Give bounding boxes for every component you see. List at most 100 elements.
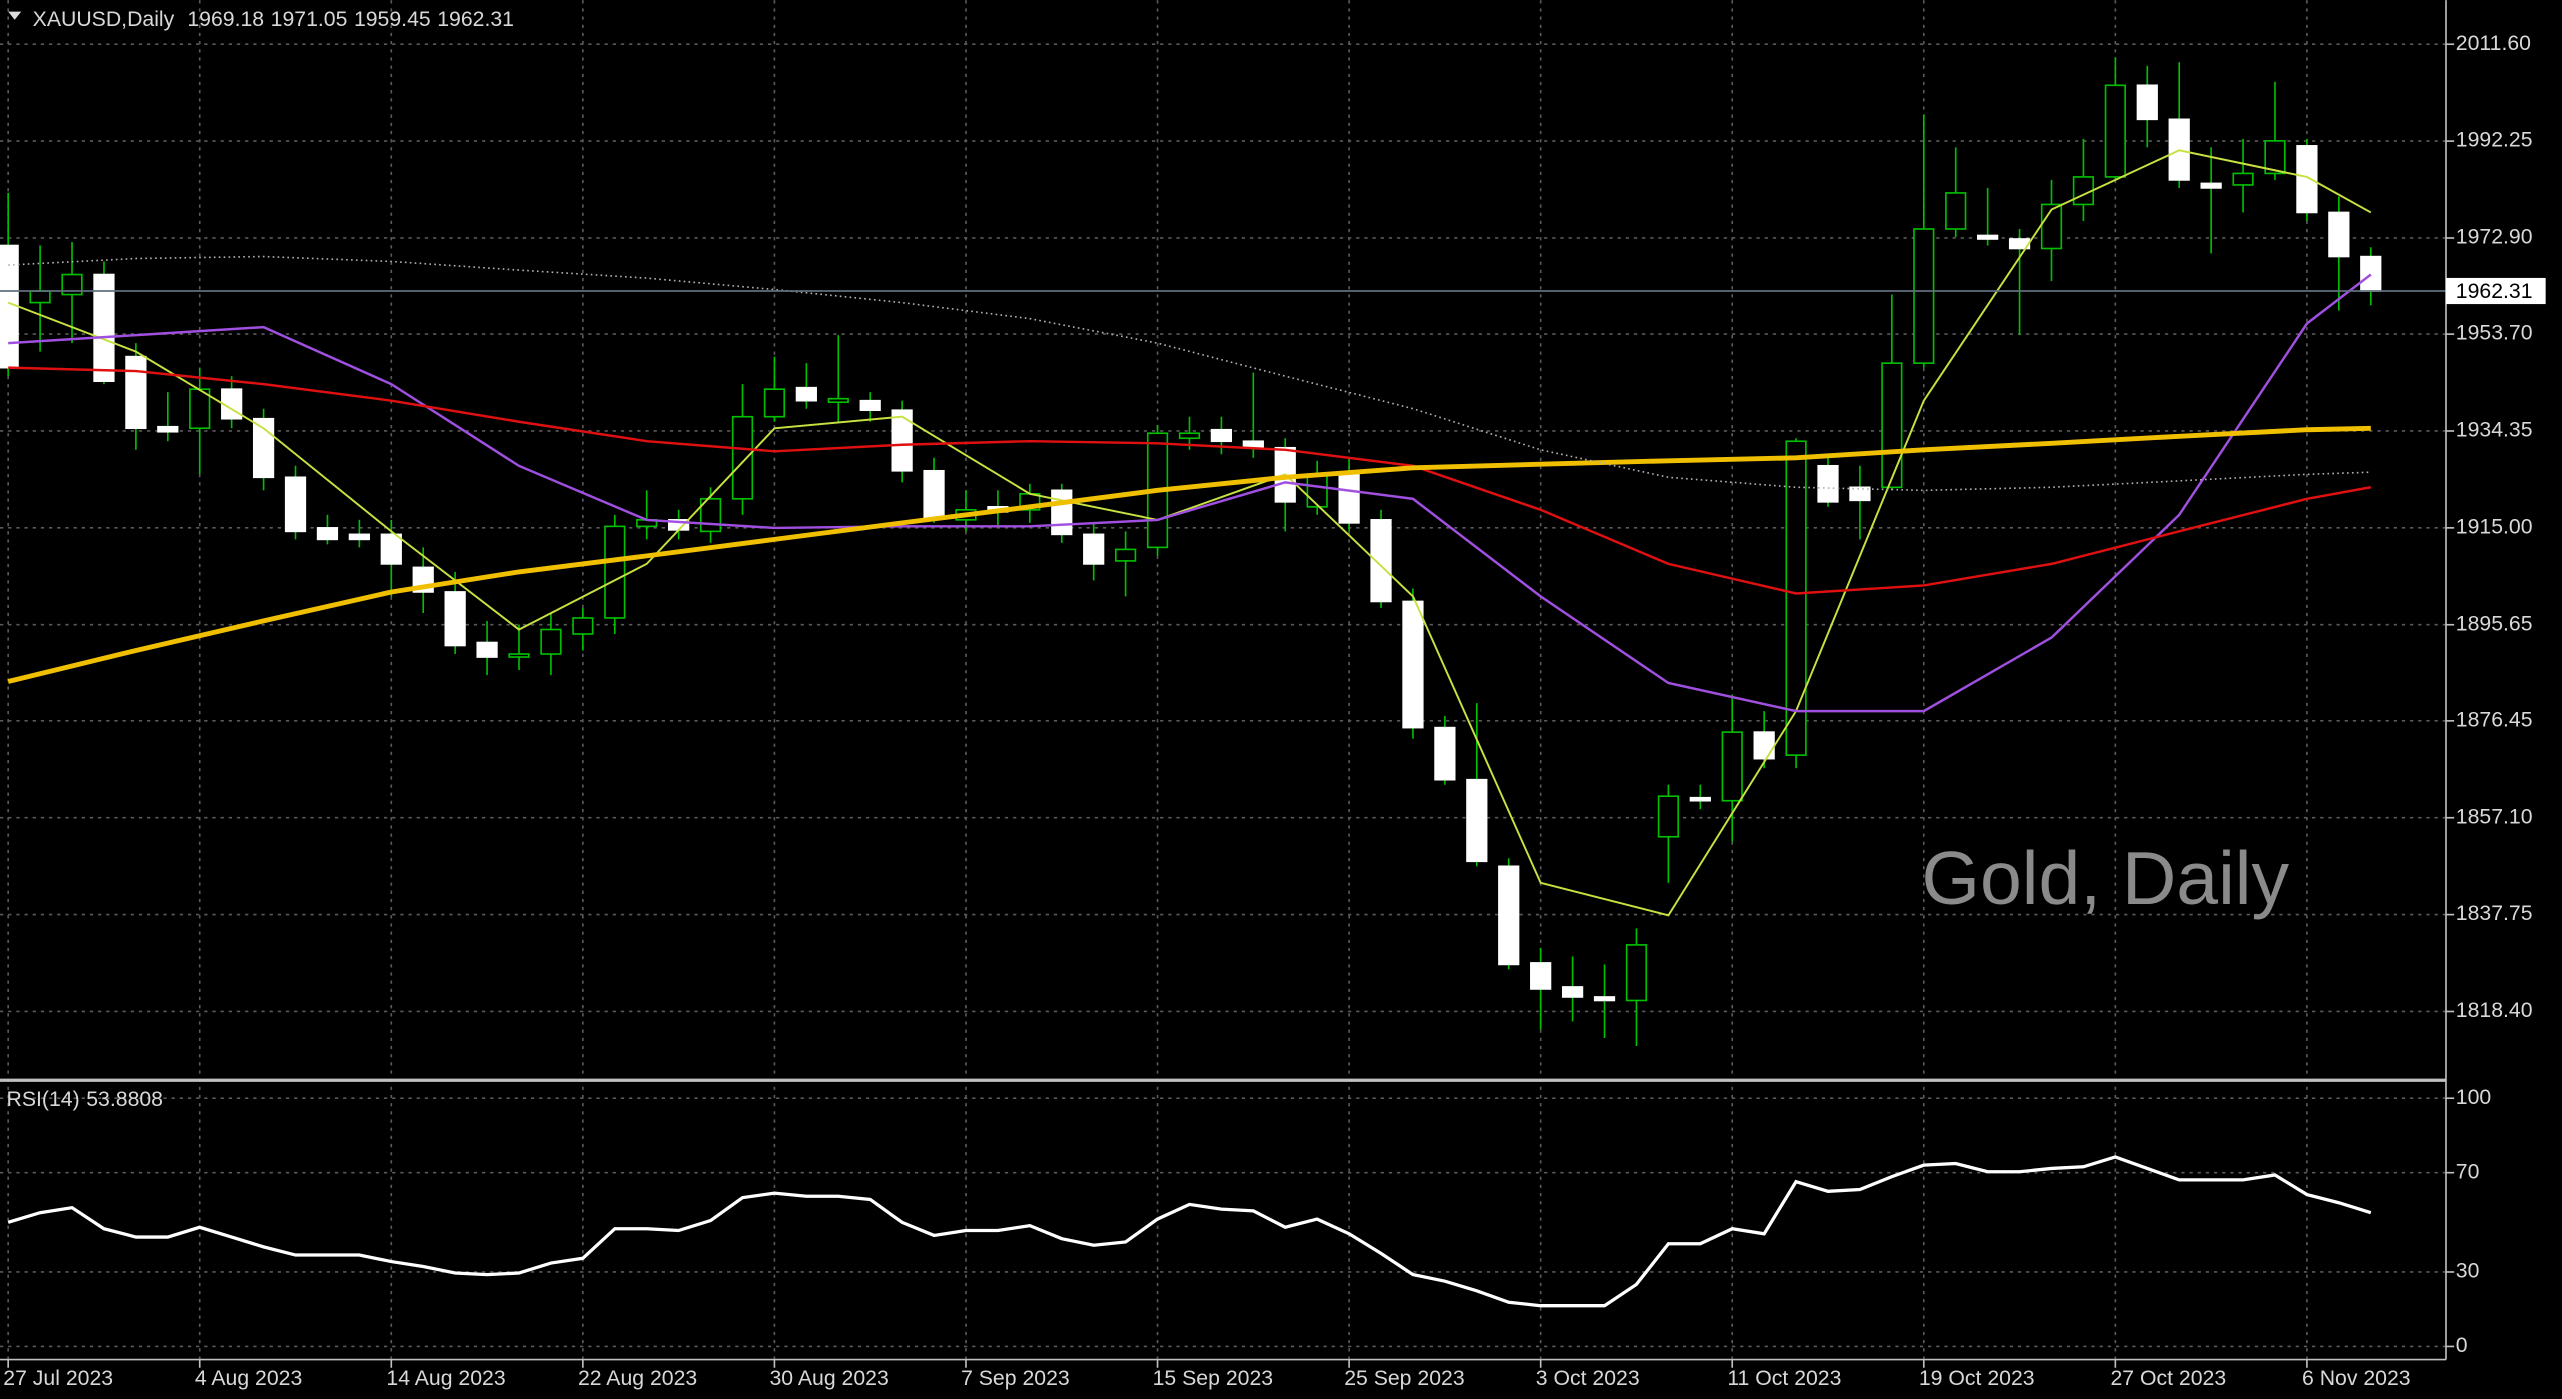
candle-body	[1338, 473, 1360, 524]
moving-average	[8, 255, 2371, 492]
candle-body	[476, 641, 498, 658]
candle-body	[604, 525, 626, 619]
candle-body	[284, 476, 307, 533]
rsi-title: RSI(14)	[7, 1086, 80, 1110]
candle-body	[540, 628, 562, 655]
candle-body	[1561, 986, 1584, 998]
candle-body	[2136, 84, 2158, 121]
y-tick-label: 1857.10	[2456, 804, 2533, 828]
candle-body	[1434, 726, 1456, 781]
low-value: 1959.45	[354, 6, 431, 30]
candle-body	[93, 273, 115, 382]
y-tick-label: 100	[2456, 1085, 2491, 1109]
y-tick-label: 1953.70	[2456, 321, 2533, 345]
candle-body	[795, 386, 817, 402]
candle-body	[1817, 464, 1839, 503]
moving-average	[7, 149, 2372, 917]
candle-body	[923, 469, 945, 520]
x-tick-label: 7 Sep 2023	[961, 1366, 1070, 1390]
rsi-line	[7, 1155, 2372, 1308]
candle-body	[1625, 944, 1648, 1002]
y-tick-label: 1934.35	[2456, 418, 2533, 442]
candle-body	[508, 653, 530, 658]
close-value: 1962.31	[437, 6, 514, 30]
candle-body	[1977, 234, 1999, 240]
marks	[0, 57, 2446, 1308]
candle-body	[859, 399, 881, 412]
candle-body	[1370, 519, 1392, 603]
price-label: 1962.31	[2456, 279, 2533, 303]
candle-body	[1945, 192, 1967, 230]
moving-average	[7, 425, 2371, 684]
collapse-icon[interactable]	[8, 11, 22, 20]
x-tick-label: 14 Aug 2023	[386, 1366, 505, 1390]
candle-body	[1210, 428, 1233, 443]
x-tick-label: 27 Oct 2023	[2110, 1366, 2226, 1390]
candle-body	[1785, 440, 1807, 756]
y-tick-label: 30	[2456, 1259, 2480, 1283]
y-tick-label: 70	[2456, 1159, 2480, 1183]
candle-body	[1306, 473, 1328, 508]
candle-body	[1721, 731, 1743, 802]
candle-body	[444, 591, 466, 647]
x-tick-label: 3 Oct 2023	[1536, 1366, 1640, 1390]
x-tick-label: 15 Sep 2023	[1153, 1366, 1273, 1390]
candle-body	[827, 397, 849, 404]
candle-body	[1530, 962, 1552, 990]
candle-body	[61, 273, 83, 296]
candle-body	[2200, 182, 2222, 189]
candle-body	[2328, 211, 2350, 258]
candle-body	[763, 388, 786, 418]
candle-body	[29, 290, 51, 304]
y-tick-label: 1818.40	[2456, 998, 2533, 1022]
candle-body	[2360, 255, 2382, 292]
y-tick-label: 1972.90	[2456, 225, 2533, 249]
candle-body	[2296, 145, 2318, 214]
candle-body	[1114, 548, 1137, 562]
x-tick-label: 11 Oct 2023	[1727, 1366, 1841, 1390]
candle-body	[1881, 362, 1903, 489]
x-tick-label: 4 Aug 2023	[195, 1366, 302, 1390]
moving-average	[8, 366, 2372, 595]
candle-body	[348, 533, 370, 541]
candle-body	[1849, 486, 1871, 502]
rsi-value: 53.8808	[86, 1086, 163, 1110]
candle-body	[1913, 228, 1935, 364]
x-tick-label: 27 Jul 2023	[3, 1366, 113, 1390]
open-value: 1969.18	[187, 6, 264, 30]
high-value: 1971.05	[271, 6, 348, 30]
candle-body	[1689, 796, 1711, 802]
x-tick-label: 22 Aug 2023	[578, 1366, 697, 1390]
candle-body	[1402, 600, 1424, 729]
watermark: Gold, Daily	[1922, 836, 2290, 920]
candle-body	[1593, 996, 1616, 1002]
candle-body	[1498, 865, 1520, 966]
candle-body	[891, 409, 913, 472]
candle-body	[2264, 140, 2286, 175]
y-tick-label: 0	[2456, 1333, 2468, 1357]
candle-body	[731, 415, 754, 500]
candle-body	[572, 617, 594, 635]
candle-body	[0, 244, 19, 369]
candle-body	[1657, 795, 1679, 838]
moving-average	[8, 273, 2372, 713]
candle-body	[1083, 533, 1105, 565]
candle-body	[1466, 778, 1488, 863]
x-tick-label: 19 Oct 2023	[1919, 1366, 2035, 1390]
y-tick-label: 1915.00	[2456, 514, 2533, 538]
candle-body	[2104, 84, 2126, 178]
x-tick-label: 30 Aug 2023	[770, 1366, 889, 1390]
price-label-box	[2445, 277, 2546, 305]
candle-body	[316, 527, 339, 541]
candle-body	[1753, 731, 1775, 760]
x-tick-label: 6 Nov 2023	[2302, 1366, 2411, 1390]
candle-body	[125, 355, 147, 430]
candle-body	[1178, 432, 1201, 440]
rsi-header: RSI(14) 53.8808	[7, 1086, 163, 1110]
y-tick-label: 1837.75	[2456, 901, 2533, 925]
y-tick-label: 1895.65	[2456, 611, 2533, 635]
candle-body	[1051, 489, 1073, 536]
